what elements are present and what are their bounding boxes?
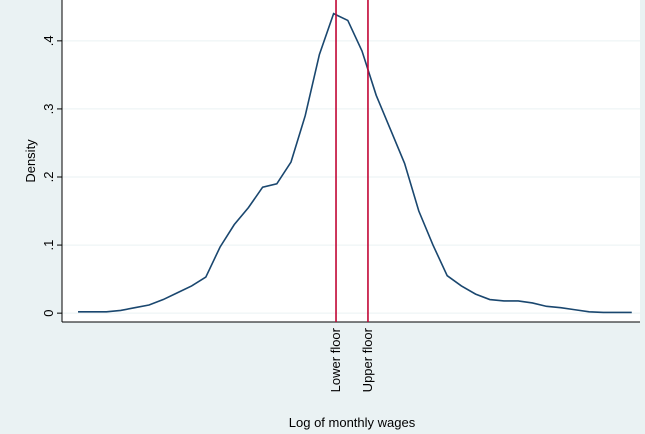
x-axis-label: Log of monthly wages (289, 415, 416, 430)
reference-line-label: Lower floor (328, 327, 343, 392)
y-tick-label: .3 (41, 103, 56, 114)
y-tick-label: .2 (41, 172, 56, 183)
y-tick-label: .1 (41, 240, 56, 251)
plot-area (62, 0, 640, 322)
y-tick-label: 0 (41, 310, 56, 317)
reference-line-label: Upper floor (360, 327, 375, 392)
density-line (78, 12, 632, 314)
y-axis-label: Density (23, 139, 38, 183)
y-tick-label: .4 (41, 35, 56, 46)
